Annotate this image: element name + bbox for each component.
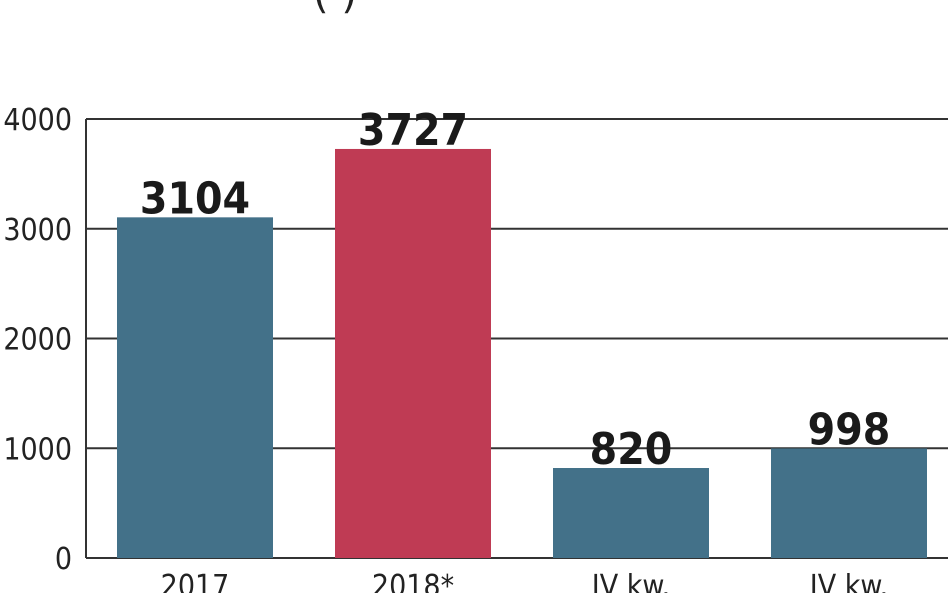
category-labels: 2017 2018* IV kw. IV kw. — [161, 569, 889, 593]
bar-4 — [771, 448, 927, 558]
bar-3 — [553, 468, 709, 558]
category-label: 2018* — [372, 569, 454, 593]
y-tick-label: 0 — [55, 542, 72, 577]
category-label: IV kw. — [592, 569, 671, 593]
title-fragment: ( ) — [313, 0, 357, 18]
y-axis-ticks: 0 1000 2000 3000 4000 — [3, 103, 72, 577]
y-tick-label: 1000 — [3, 432, 72, 467]
bar-2 — [335, 148, 491, 559]
y-tick-label: 2000 — [3, 323, 72, 358]
value-labels: 3104 3727 820 998 — [140, 105, 890, 475]
category-label: 2017 — [161, 569, 230, 593]
value-label: 998 — [808, 404, 891, 455]
bar-1 — [117, 217, 273, 558]
value-label: 3727 — [358, 105, 468, 156]
value-label: 3104 — [140, 173, 250, 224]
value-label: 820 — [590, 424, 673, 475]
y-tick-label: 3000 — [3, 213, 72, 248]
category-label: IV kw. — [810, 569, 889, 593]
bars — [117, 148, 927, 559]
y-tick-label: 4000 — [3, 103, 72, 138]
